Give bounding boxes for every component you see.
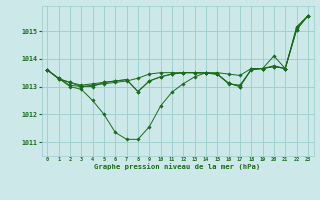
X-axis label: Graphe pression niveau de la mer (hPa): Graphe pression niveau de la mer (hPa) (94, 163, 261, 170)
